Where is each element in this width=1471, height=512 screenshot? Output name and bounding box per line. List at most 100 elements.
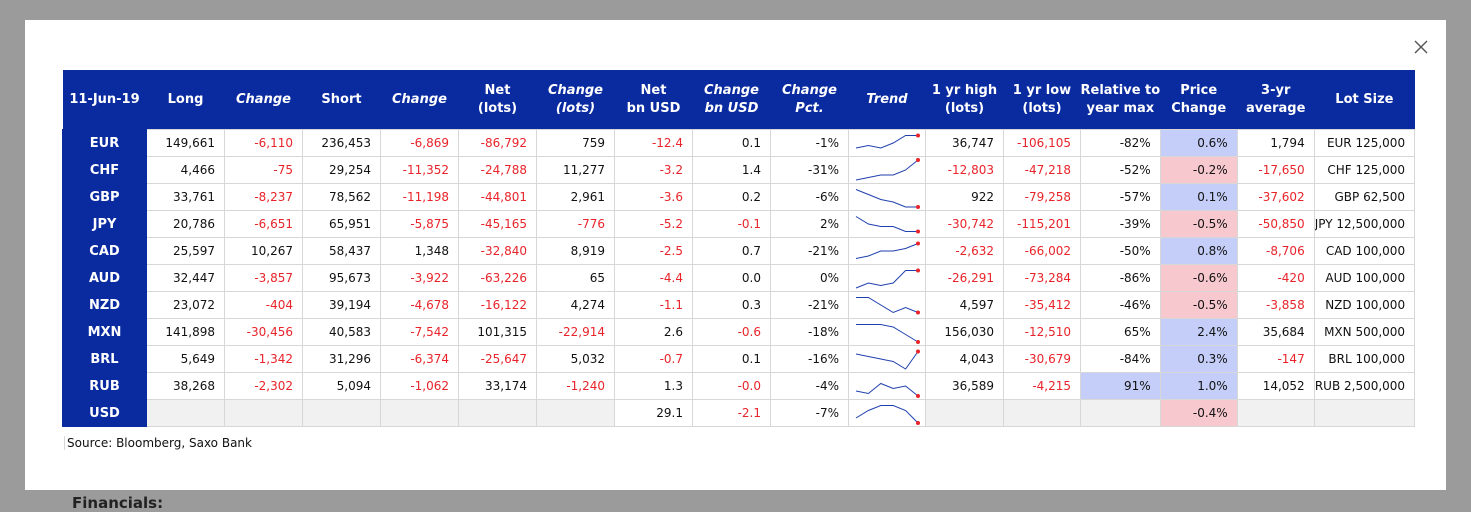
trend-last-point <box>916 133 920 138</box>
cell-net-usd: 29.1 <box>614 399 693 427</box>
column-header-line2: (lots) <box>555 100 596 116</box>
cell-chg2: -6,374 <box>380 345 459 373</box>
cot-table: 11-Jun-19 Long Change Short Change Net (lots) C… <box>62 70 1416 427</box>
trend-line <box>855 189 918 208</box>
cell-short: 95,673 <box>302 264 381 292</box>
close-icon[interactable] <box>1410 36 1432 58</box>
trend-last-point <box>916 349 920 354</box>
cell-low: -12,510 <box>1003 318 1081 346</box>
cell-chg1: -6,110 <box>224 129 303 157</box>
cell-chg-usd: 1.4 <box>692 156 771 184</box>
column-header-line2: (lots) <box>944 100 985 116</box>
cell-chg-lots: 8,919 <box>536 237 615 265</box>
cell-high <box>925 399 1004 427</box>
cell-long: 149,661 <box>146 129 225 157</box>
column-header-line1: 1 yr low <box>1012 82 1072 98</box>
trend-last-point <box>916 394 920 398</box>
cell-high: 4,597 <box>925 291 1004 319</box>
source-note: Source: Bloomberg, Saxo Bank <box>64 436 252 450</box>
column-header: Relative to year max <box>1080 70 1161 130</box>
cell-low: -66,002 <box>1003 237 1081 265</box>
column-header-line1: Relative to <box>1080 82 1161 98</box>
cell-long: 33,761 <box>146 183 225 211</box>
cell-short: 39,194 <box>302 291 381 319</box>
currency-cell: MXN <box>62 318 147 346</box>
cell-high: -30,742 <box>925 210 1004 238</box>
cell-chg-pct: 0% <box>770 264 849 292</box>
cell-long <box>146 399 225 427</box>
cell-chg2: -11,352 <box>380 156 459 184</box>
cell-short <box>302 399 381 427</box>
column-header-line1: 11-Jun-19 <box>69 91 140 107</box>
column-header-line1: Net <box>640 82 667 98</box>
column-header-line2: Pct. <box>795 100 824 116</box>
cell-lot: MXN 500,000 <box>1313 318 1416 346</box>
trend-sparkline <box>848 129 926 157</box>
cell-chg-pct: -18% <box>770 318 849 346</box>
cell-chg-lots: -776 <box>536 210 615 238</box>
cell-high: 922 <box>925 183 1004 211</box>
cell-low <box>1003 399 1081 427</box>
cell-chg-lots: 4,274 <box>536 291 615 319</box>
trend-sparkline <box>848 345 926 373</box>
cell-avg: 35,684 <box>1236 318 1315 346</box>
cell-high: 36,747 <box>925 129 1004 157</box>
cell-chg-usd: 0.2 <box>692 183 771 211</box>
cell-avg: -147 <box>1236 345 1315 373</box>
table-row: CHF 4,466 -75 29,254 -11,352 -24,788 11,277 -3.… <box>62 156 1416 184</box>
cell-net: 33,174 <box>458 372 537 400</box>
cell-net-usd: -12.4 <box>614 129 693 157</box>
cell-short: 31,296 <box>302 345 381 373</box>
cell-chg-pct: -7% <box>770 399 849 427</box>
column-header: 3-yr average <box>1237 70 1315 130</box>
trend-sparkline <box>848 264 926 292</box>
cell-net: 101,315 <box>458 318 537 346</box>
cell-avg: -420 <box>1236 264 1315 292</box>
cell-lot: AUD 100,000 <box>1313 264 1416 292</box>
cell-chg2: -1,062 <box>380 372 459 400</box>
cell-net: -63,226 <box>458 264 537 292</box>
table-row: CAD 25,597 10,267 58,437 1,348 -32,840 8,919 -2… <box>62 237 1416 265</box>
trend-last-point <box>916 421 920 425</box>
column-header-line2: bn USD <box>626 100 681 116</box>
table-row: BRL 5,649 -1,342 31,296 -6,374 -25,647 5,032 -0… <box>62 345 1416 373</box>
cell-rel: -57% <box>1080 183 1161 211</box>
cell-short: 40,583 <box>302 318 381 346</box>
table-row: RUB 38,268 -2,302 5,094 -1,062 33,174 -1,240 1.… <box>62 372 1416 400</box>
column-header-line1: Short <box>321 91 362 107</box>
cell-chg-pct: -31% <box>770 156 849 184</box>
column-header: Net (lots) <box>458 70 537 130</box>
trend-last-point <box>916 268 920 273</box>
table-row: EUR 149,661 -6,110 236,453 -6,869 -86,792 759-… <box>62 129 1416 157</box>
column-header-line2: Change <box>1171 100 1227 116</box>
cell-net: -86,792 <box>458 129 537 157</box>
cell-rel: -86% <box>1080 264 1161 292</box>
cell-net-usd: -4.4 <box>614 264 693 292</box>
cell-low: -115,201 <box>1003 210 1081 238</box>
cell-chg-pct: -16% <box>770 345 849 373</box>
cell-chg2: -4,678 <box>380 291 459 319</box>
cell-chg-lots: -22,914 <box>536 318 615 346</box>
trend-sparkline <box>848 291 926 319</box>
column-header: Change bn USD <box>692 70 771 130</box>
cell-lot: RUB 2,500,000 <box>1313 372 1416 400</box>
cell-rel: -39% <box>1080 210 1161 238</box>
cell-rel: -84% <box>1080 345 1161 373</box>
trend-line <box>855 135 918 149</box>
currency-cell: AUD <box>62 264 147 292</box>
trend-sparkline <box>848 237 926 265</box>
cell-chg1: -30,456 <box>224 318 303 346</box>
cell-chg-lots: 759 <box>536 129 615 157</box>
cell-chg1: -1,342 <box>224 345 303 373</box>
cell-chg-lots: -1,240 <box>536 372 615 400</box>
cell-chg-usd: -0.0 <box>692 372 771 400</box>
trend-last-point <box>916 158 920 162</box>
cell-lot: GBP 62,500 <box>1313 183 1416 211</box>
cell-high: 4,043 <box>925 345 1004 373</box>
cell-avg: 1,794 <box>1236 129 1315 157</box>
trend-sparkline <box>848 183 926 211</box>
trend-sparkline <box>848 210 926 238</box>
cell-avg: 14,052 <box>1236 372 1315 400</box>
cell-lot: EUR 125,000 <box>1313 129 1416 157</box>
cell-high: -26,291 <box>925 264 1004 292</box>
